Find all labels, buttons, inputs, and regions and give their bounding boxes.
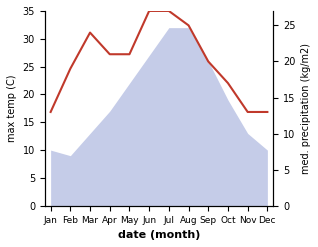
- Y-axis label: med. precipitation (kg/m2): med. precipitation (kg/m2): [301, 43, 311, 174]
- X-axis label: date (month): date (month): [118, 230, 200, 240]
- Y-axis label: max temp (C): max temp (C): [7, 75, 17, 142]
